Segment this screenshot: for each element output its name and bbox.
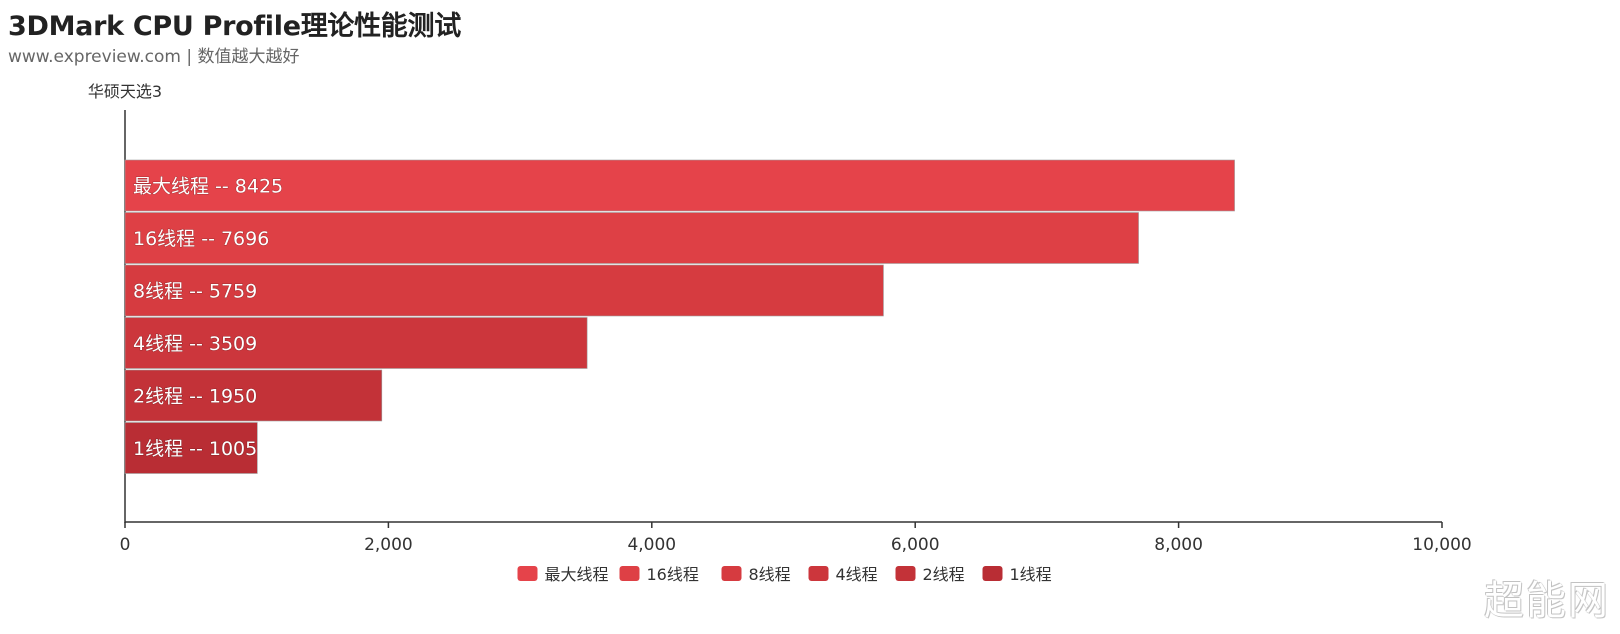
legend-swatch [895,566,916,581]
x-tick-label: 6,000 [891,535,940,555]
bar-4 [124,317,588,369]
legend-label: 最大线程 [545,565,609,584]
y-axis-title: 华硕天选3 [88,82,162,101]
bar-2 [124,212,1139,264]
x-tick-label: 2,000 [364,535,413,555]
bar-label: 16线程 -- 7696 [133,228,269,250]
legend-label: 8线程 [749,565,791,584]
x-tick-label: 0 [120,535,131,555]
x-tick-label: 10,000 [1412,535,1471,555]
bar-label: 8线程 -- 5759 [133,281,257,303]
bar-label: 2线程 -- 1950 [133,386,257,408]
legend-label: 2线程 [923,565,965,584]
bar-6 [124,422,258,474]
legend-swatch [721,566,742,581]
legend-label: 1线程 [1010,565,1052,584]
bar-5 [124,369,383,422]
legend-label: 4线程 [836,565,878,584]
x-tick-label: 8,000 [1154,535,1203,555]
legend-swatch [517,566,538,581]
bar-1 [124,159,1235,212]
bar-label: 4线程 -- 3509 [133,333,257,355]
legend-swatch [808,566,829,581]
chart-title: 3DMark CPU Profile理论性能测试 [8,11,461,42]
legend-swatch [982,566,1003,581]
watermark: 超能网 [1484,578,1610,624]
bar-label: 最大线程 -- 8425 [133,176,283,198]
legend-swatch [619,566,640,581]
legend-label: 16线程 [647,565,699,584]
bar-label: 1线程 -- 1005 [133,438,257,460]
bar-3 [124,264,884,317]
x-tick-label: 4,000 [627,535,676,555]
chart-subtitle: www.expreview.com | 数值越大越好 [8,47,300,67]
